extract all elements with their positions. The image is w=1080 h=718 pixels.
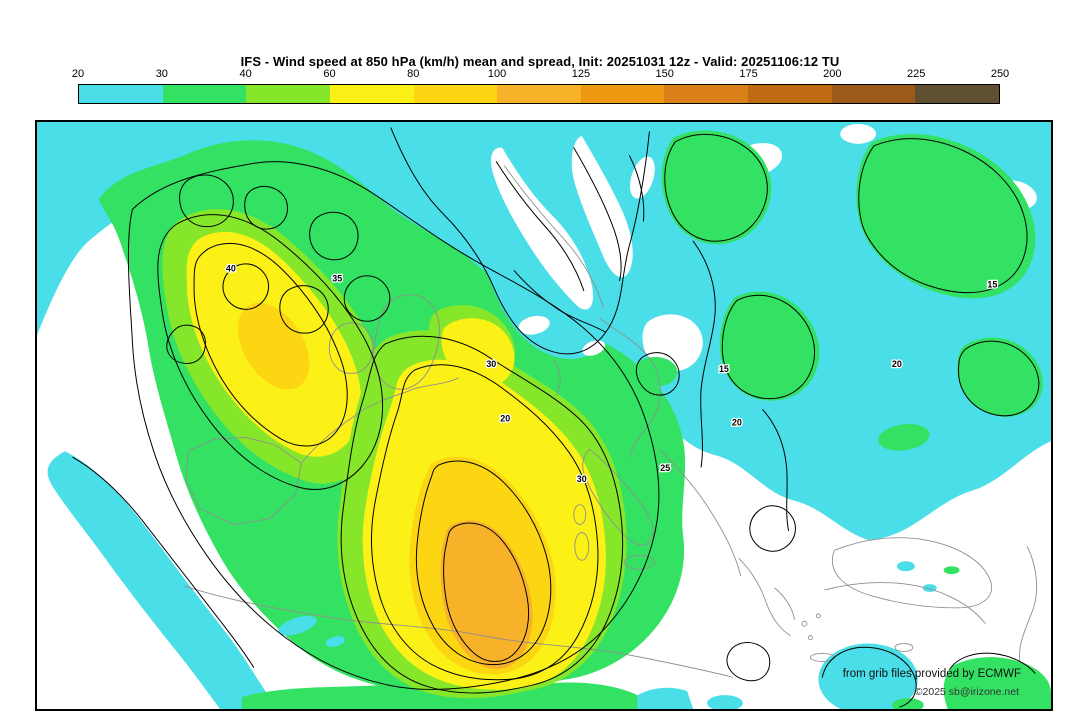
- colorbar-segment: [748, 85, 832, 103]
- colorbar-segment: [413, 85, 498, 103]
- spread-contours: [72, 127, 1040, 708]
- colorbar-segment: [664, 85, 749, 103]
- credit-copyright: ©2025 sb@irizone.net: [914, 686, 1019, 698]
- colorbar-tick-label: 250: [990, 68, 1010, 80]
- contour-label: 25: [660, 463, 670, 473]
- colorbar-tick-label: 80: [407, 68, 420, 80]
- contour-label: 30: [486, 359, 496, 369]
- contour-labels: 30 20 30 25 15 20 35 40 15 20: [225, 262, 999, 485]
- colorbar-segment: [580, 85, 665, 103]
- colorbar-segment: [329, 85, 414, 103]
- colorbar: [78, 84, 1000, 104]
- credit-provider: from grib files provided by ECMWF: [842, 668, 1021, 680]
- wind-map: 30 20 30 25 15 20 35 40 15 20: [37, 122, 1051, 709]
- colorbar-tick-label: 20: [71, 68, 85, 80]
- colorbar-tick-label: 125: [571, 68, 591, 80]
- contour-label: 15: [719, 364, 729, 374]
- colorbar-ticks: 20 30 40 60 80 100 125 150 175 200 225 250: [72, 68, 1009, 82]
- contour-label: 20: [732, 417, 742, 427]
- colorbar-segment: [497, 85, 581, 103]
- colorbar-tick-label: 200: [823, 68, 842, 80]
- colorbar-segment: [246, 85, 330, 103]
- contour-label: 20: [892, 359, 902, 369]
- chart-title: IFS - Wind speed at 850 hPa (km/h) mean …: [240, 54, 840, 69]
- colorbar-tick-label: 225: [906, 68, 926, 80]
- contour-label: 40: [226, 264, 236, 274]
- colorbar-tick-label: 150: [655, 68, 674, 80]
- colorbar-tick-label: 30: [155, 68, 168, 80]
- contour-label: 35: [332, 274, 342, 284]
- colorbar-segment: [162, 85, 247, 103]
- contour-label: 15: [987, 280, 997, 290]
- colorbar-tick-label: 60: [323, 68, 336, 80]
- coastlines: [183, 165, 1038, 678]
- colorbar-segment: [915, 85, 1000, 103]
- colorbar-tick-label: 100: [487, 68, 507, 80]
- contour-label: 20: [500, 413, 510, 423]
- colorbar-segment: [79, 85, 163, 103]
- colorbar-segment: [831, 85, 916, 103]
- colorbar-tick-label: 175: [739, 68, 758, 80]
- map-frame: 30 20 30 25 15 20 35 40 15 20 from grib …: [35, 120, 1053, 711]
- contour-label: 30: [577, 474, 587, 484]
- colorbar-tick-label: 40: [239, 68, 252, 80]
- filled-wind-regions: [37, 122, 1051, 709]
